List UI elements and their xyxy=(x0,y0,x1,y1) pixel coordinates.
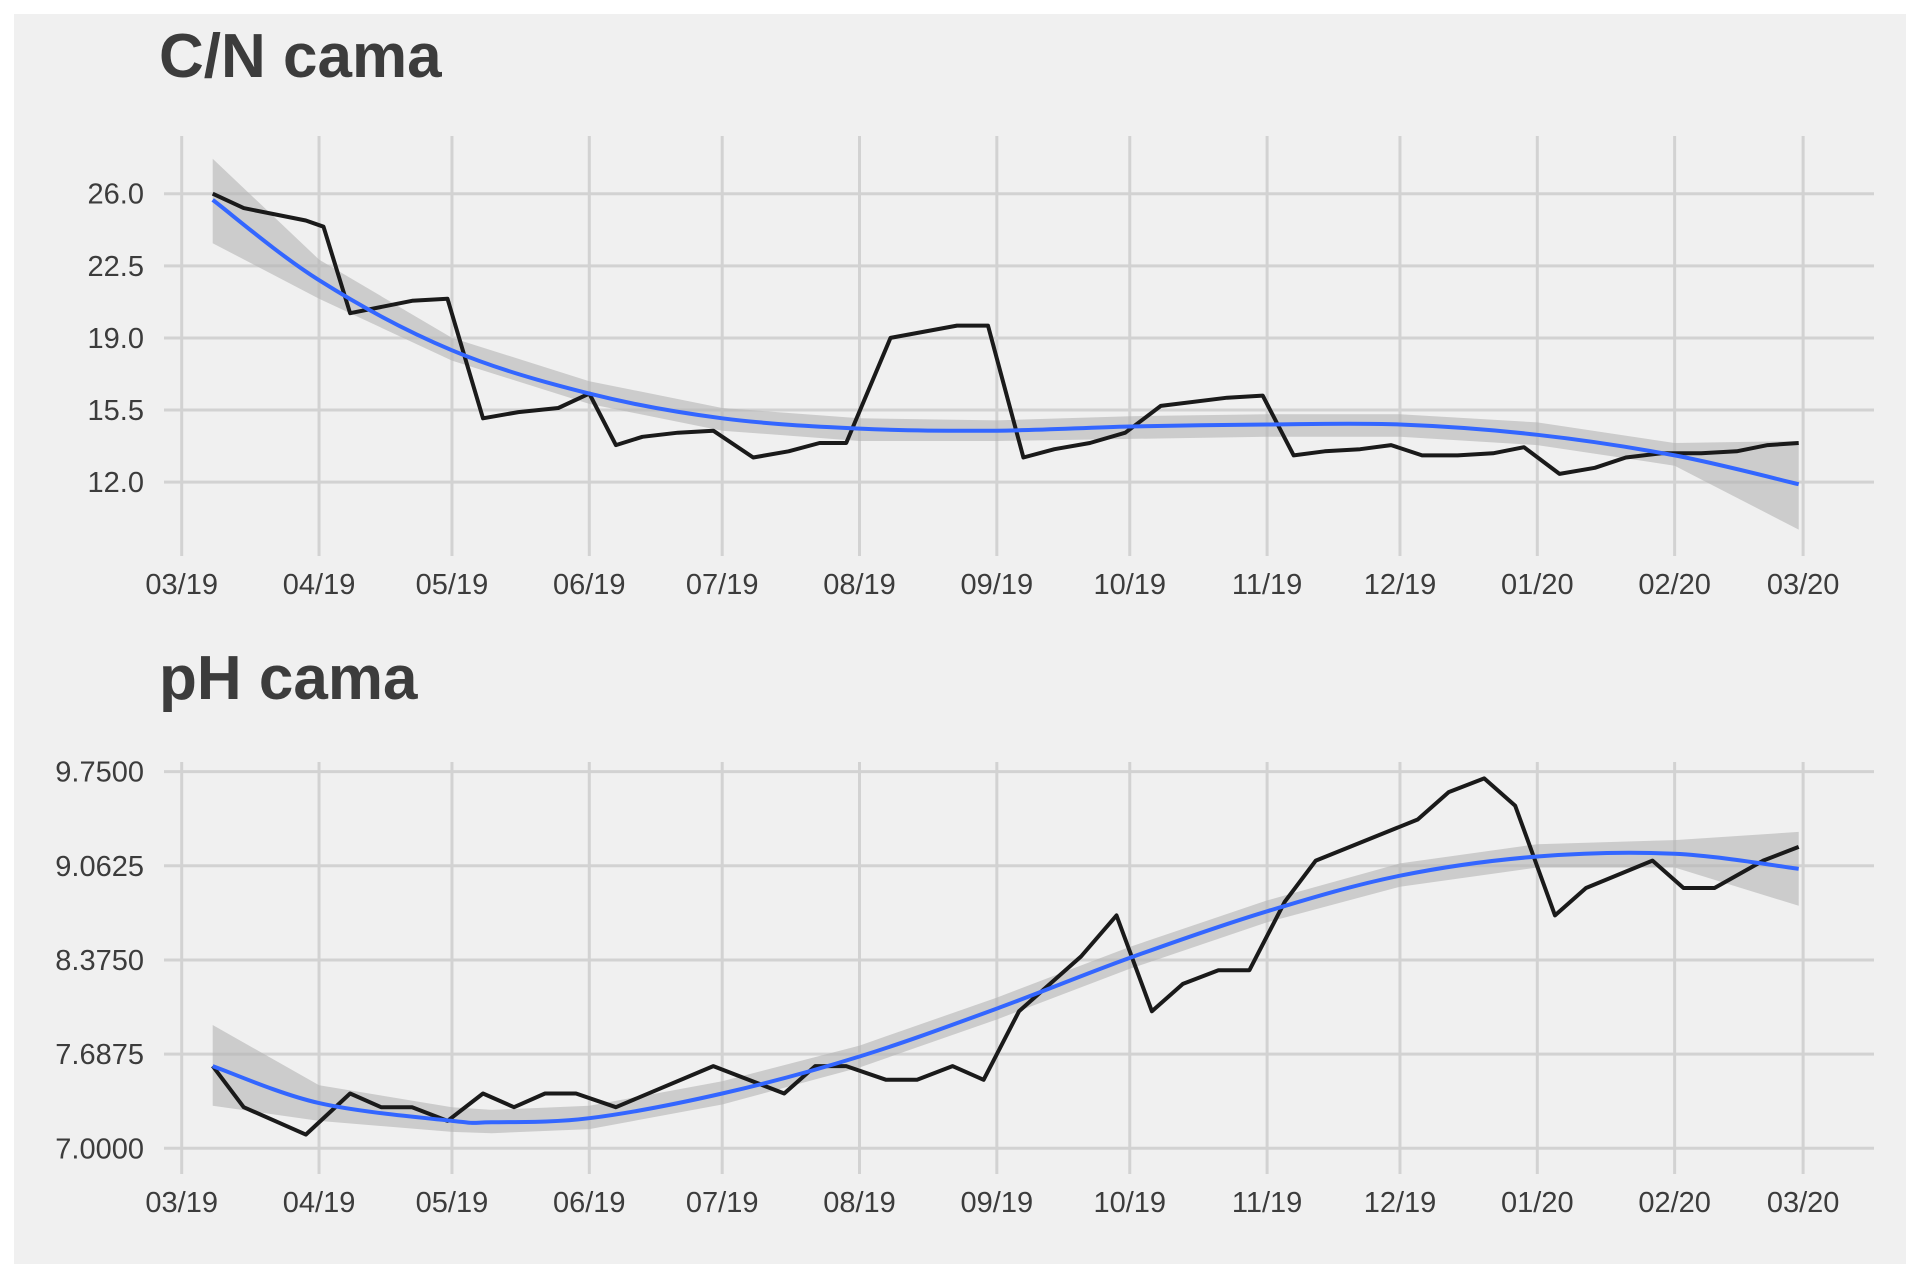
x-tick-label: 07/19 xyxy=(686,1187,759,1219)
y-tick-label: 12.0 xyxy=(88,467,144,499)
x-tick-label: 02/20 xyxy=(1638,1187,1711,1219)
y-tick-label: 15.5 xyxy=(88,395,144,427)
x-tick-label: 04/19 xyxy=(283,569,356,601)
x-tick-label: 11/19 xyxy=(1232,1187,1302,1219)
x-tick-label: 10/19 xyxy=(1093,1187,1166,1219)
y-tick-label: 9.7500 xyxy=(55,757,144,789)
y-tick-label: 7.6875 xyxy=(55,1039,144,1071)
x-tick-label: 03/19 xyxy=(145,1187,218,1219)
x-tick-label: 09/19 xyxy=(961,569,1034,601)
x-tick-label: 11/19 xyxy=(1232,569,1302,601)
figure-background: C/N cama 12.0 15.5 19.0 22.5 26.0 03/19 04/19 05… xyxy=(14,14,1906,1264)
x-tick-label: 12/19 xyxy=(1364,1187,1437,1219)
x-tick-label: 01/20 xyxy=(1501,1187,1574,1219)
y-tick-label: 22.5 xyxy=(88,251,144,283)
confidence-band xyxy=(212,158,1799,530)
x-tick-label: 03/20 xyxy=(1767,1187,1840,1219)
x-tick-label: 05/19 xyxy=(416,1187,489,1219)
x-tick-label: 02/20 xyxy=(1638,569,1711,601)
data-series-line xyxy=(211,776,1800,1137)
x-tick-label: 01/20 xyxy=(1501,569,1574,601)
x-tick-label: 08/19 xyxy=(823,1187,896,1219)
x-tick-label: 06/19 xyxy=(553,569,626,601)
smoothed-trend-line xyxy=(212,850,1799,1125)
x-tick-label: 08/19 xyxy=(823,569,896,601)
charts-canvas: C/N cama 12.0 15.5 19.0 22.5 26.0 03/19 04/19 05… xyxy=(55,22,1874,1219)
x-tick-label: 03/19 xyxy=(145,569,218,601)
x-tick-label: 07/19 xyxy=(686,569,759,601)
x-tick-label: 10/19 xyxy=(1093,569,1166,601)
y-tick-label: 19.0 xyxy=(88,323,144,355)
chart-panel-2: pH cama 7.0000 7.6875 8.3750 9.0625 9.7500 03/… xyxy=(55,644,1874,1219)
x-tick-label: 06/19 xyxy=(553,1187,626,1219)
x-tick-label: 04/19 xyxy=(283,1187,356,1219)
smoothed-trend-line xyxy=(211,198,1800,487)
chart-title: C/N cama xyxy=(159,22,442,91)
data-series-line xyxy=(211,191,1799,476)
x-tick-label: 05/19 xyxy=(416,569,489,601)
x-tick-label: 03/20 xyxy=(1767,569,1840,601)
y-tick-label: 26.0 xyxy=(88,179,144,211)
chart-title: pH cama xyxy=(159,644,418,713)
chart-panel-1: C/N cama 12.0 15.5 19.0 22.5 26.0 03/19 04/19 05… xyxy=(88,22,1874,601)
x-tick-label: 09/19 xyxy=(961,1187,1034,1219)
y-tick-label: 8.3750 xyxy=(55,945,144,977)
y-tick-label: 7.0000 xyxy=(55,1133,144,1165)
x-tick-label: 12/19 xyxy=(1364,569,1437,601)
y-tick-label: 9.0625 xyxy=(55,851,144,883)
